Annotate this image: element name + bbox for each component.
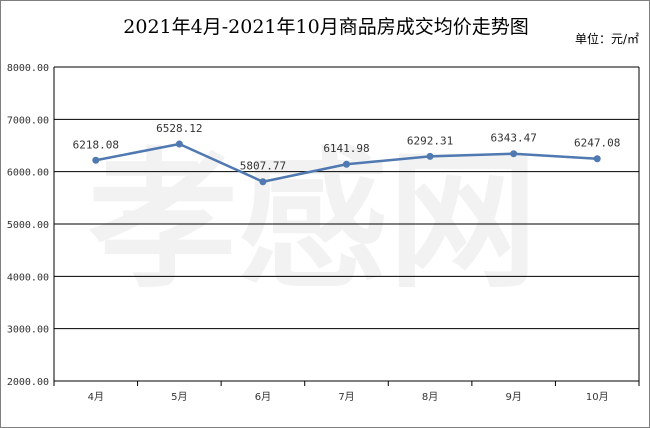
data-point — [259, 178, 267, 186]
x-tick-label: 6月 — [255, 391, 271, 403]
data-labels: 6218.08 6528.12 5807.77 6141.98 6292.31 6343.… — [73, 122, 621, 173]
chart-title: 2021年4月-2021年10月商品房成交均价走势图 — [123, 16, 528, 38]
y-tick-label: 6000.00 — [7, 168, 49, 179]
x-tick-label: 10月 — [586, 391, 609, 403]
y-tick-label: 3000.00 — [7, 325, 49, 336]
data-point — [510, 150, 518, 158]
data-label: 6141.98 — [323, 142, 369, 155]
watermark: 孝感网 — [88, 135, 538, 309]
x-tick-label: 7月 — [338, 391, 354, 403]
data-label: 6528.12 — [156, 122, 202, 135]
data-point — [92, 156, 100, 164]
data-point — [426, 152, 434, 160]
y-tick-label: 4000.00 — [7, 272, 49, 283]
data-label: 5807.77 — [240, 160, 286, 173]
y-tick-label: 2000.00 — [7, 377, 49, 388]
y-tick-label: 8000.00 — [7, 63, 49, 74]
data-label: 6247.08 — [574, 137, 620, 150]
data-point — [593, 155, 601, 163]
data-label: 6292.31 — [407, 134, 453, 147]
grid — [54, 66, 639, 382]
axes: 2000.00 3000.00 4000.00 5000.00 6000.00 7000.… — [7, 63, 640, 403]
data-point — [175, 140, 183, 148]
y-tick-label: 7000.00 — [7, 115, 49, 126]
series — [92, 140, 601, 186]
data-label: 6343.47 — [490, 132, 536, 145]
data-point — [343, 160, 350, 168]
x-tick-label: 5月 — [171, 391, 187, 403]
x-tick-label: 4月 — [88, 391, 104, 403]
x-tick-label: 8月 — [422, 391, 438, 403]
unit-label: 单位：元/㎡ — [575, 31, 639, 46]
x-tick-label: 9月 — [505, 391, 521, 403]
y-tick-label: 5000.00 — [7, 220, 49, 231]
data-label: 6218.08 — [73, 138, 119, 151]
